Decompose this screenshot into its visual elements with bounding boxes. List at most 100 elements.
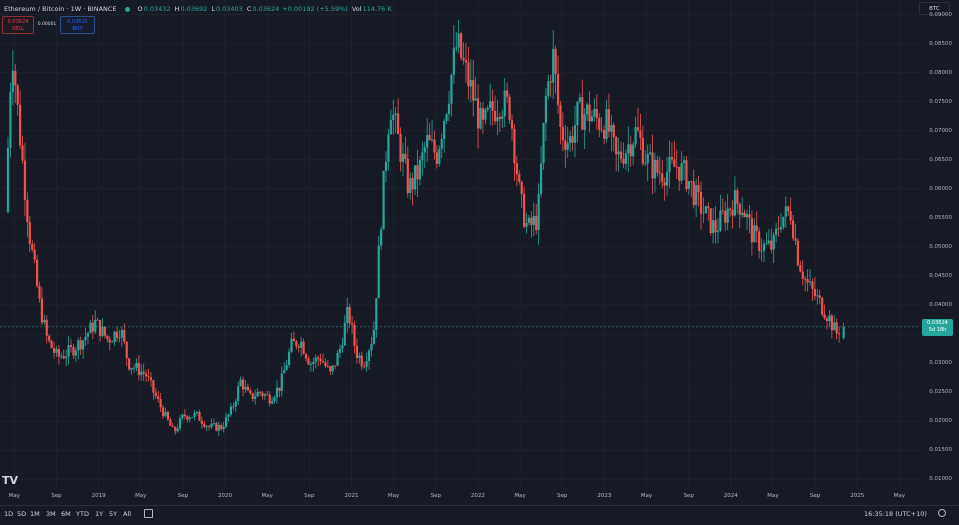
candle-body — [278, 387, 281, 391]
candle-body — [799, 264, 802, 272]
price-axis[interactable]: 0.09000 0.08500 0.08000 0.07500 0.07000 0.065… — [920, 0, 959, 488]
range-button-1m[interactable]: 1M — [30, 510, 40, 518]
candle-body — [615, 137, 618, 155]
candle-body — [343, 323, 346, 346]
candle-body — [244, 386, 247, 390]
candle-body — [775, 228, 778, 235]
time-tick-label: May — [514, 493, 526, 499]
range-button-1d[interactable]: 1D — [4, 510, 14, 518]
time-tick-label: May — [387, 493, 400, 499]
candle-body — [411, 178, 414, 190]
candle-body — [527, 217, 531, 223]
range-button-6m[interactable]: 6M — [61, 510, 71, 518]
candle-body — [23, 160, 27, 200]
candle-body — [692, 181, 695, 206]
candle-body — [484, 109, 487, 120]
range-button-3m[interactable]: 3M — [46, 510, 56, 518]
candle-body — [331, 365, 334, 372]
candle-body — [169, 419, 172, 426]
candle-body — [72, 346, 75, 356]
candle-body — [355, 345, 359, 359]
range-button-ytd[interactable]: YTD — [76, 510, 89, 518]
candle-body — [346, 307, 349, 324]
candle-body — [842, 326, 845, 338]
candle-body — [455, 47, 458, 49]
candle-body — [469, 80, 472, 87]
candle-body — [314, 357, 317, 362]
candle-body — [835, 322, 838, 334]
candle-body — [440, 138, 443, 149]
price-tick-label: 0.07000 — [929, 127, 952, 134]
candle-body — [486, 107, 489, 110]
candle-body — [389, 119, 392, 135]
candle-body — [506, 90, 509, 97]
candle-body — [767, 240, 770, 244]
symbol-title[interactable]: Ethereum / Bitcoin · 1W · BINANCE — [4, 5, 117, 13]
candle-body — [234, 401, 237, 407]
time-tick-label: Sep — [304, 493, 315, 499]
sell-button[interactable]: 0.03624 SELL — [2, 16, 34, 34]
range-button-5d[interactable]: 5D — [17, 510, 27, 518]
candle-body — [716, 230, 720, 233]
time-axis[interactable]: May Sep 2019 May Sep 2020 May Sep 2021 May Sep 2022… — [0, 488, 920, 505]
candle-body — [82, 340, 85, 350]
candle-body — [40, 298, 44, 323]
candle-body — [428, 135, 431, 140]
currency-button[interactable]: BTC — [919, 2, 950, 15]
candle-body — [205, 426, 208, 427]
candle-body — [489, 101, 492, 108]
candle-body — [9, 92, 12, 148]
candle-body — [537, 194, 540, 230]
candlestick-chart[interactable] — [0, 0, 920, 488]
calendar-icon[interactable] — [144, 509, 153, 518]
candle-body — [753, 225, 756, 243]
candle-body — [476, 98, 480, 129]
clock-text[interactable]: 16:35:18 (UTC+10) — [864, 510, 927, 518]
candle-body — [367, 350, 371, 362]
candle-body — [19, 104, 22, 146]
candle-body — [370, 343, 373, 351]
candle-body — [561, 127, 564, 141]
candle-body — [200, 420, 203, 424]
time-tick-label: Sep — [430, 493, 441, 499]
range-button-all[interactable]: All — [123, 510, 132, 518]
candle-body — [678, 166, 681, 181]
candle-body — [326, 365, 329, 367]
candle-body — [159, 399, 162, 408]
candle-body — [583, 114, 586, 130]
candle-body — [149, 377, 153, 381]
candle-body — [741, 212, 744, 215]
candle-body — [508, 96, 511, 121]
range-button-5y[interactable]: 5Y — [109, 510, 118, 518]
time-tick-label: Sep — [177, 493, 189, 499]
candle-body — [157, 396, 160, 400]
candle-body — [268, 394, 271, 404]
settings-icon[interactable] — [938, 509, 946, 517]
candle-body — [833, 322, 836, 331]
candle-body — [77, 340, 80, 351]
candle-body — [418, 160, 422, 180]
candle-body — [460, 33, 463, 58]
candle-body — [249, 390, 252, 394]
candle-body — [312, 361, 315, 364]
candle-body — [16, 85, 19, 105]
candle-body — [324, 362, 327, 366]
candle-body — [89, 322, 92, 334]
candle-body — [69, 345, 73, 347]
buy-button[interactable]: 0.03625 BUY — [60, 16, 95, 34]
high-value: 0.03692 — [180, 5, 208, 13]
candle-body — [290, 338, 293, 352]
candle-body — [682, 160, 686, 164]
range-button-1y[interactable]: 1Y — [95, 510, 104, 518]
price-tick-label: 0.04500 — [929, 272, 952, 279]
chart-area[interactable] — [0, 0, 920, 488]
volume-value: 114.76 K — [362, 5, 392, 13]
candle-body — [818, 295, 821, 298]
candle-body — [627, 144, 630, 154]
candle-body — [297, 346, 300, 348]
tradingview-logo[interactable]: TV — [2, 474, 19, 487]
candle-body — [273, 397, 276, 401]
candle-body — [610, 124, 613, 132]
candle-body — [668, 157, 671, 172]
candle-body — [653, 159, 657, 179]
